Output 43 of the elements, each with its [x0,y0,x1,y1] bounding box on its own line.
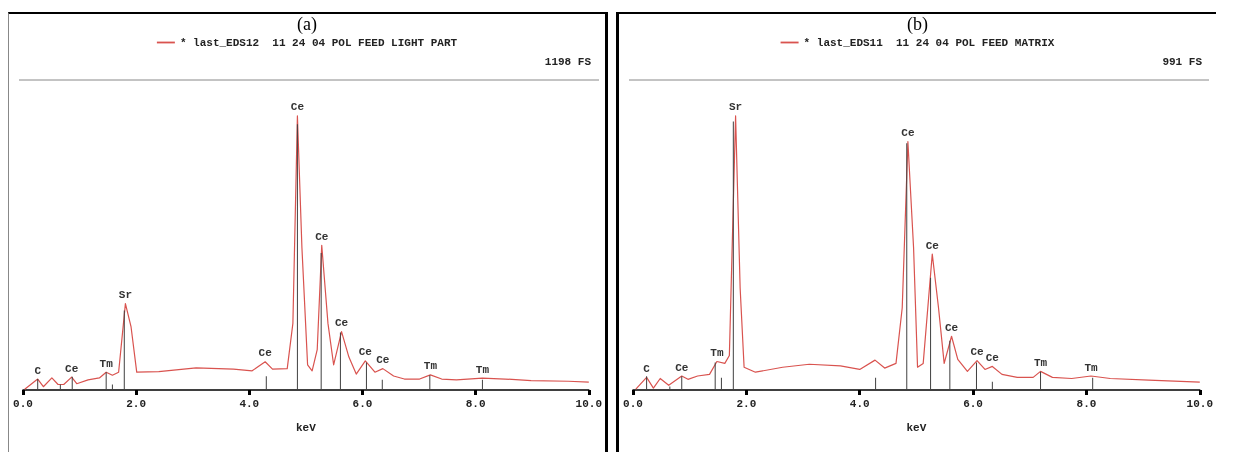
annotation: Ce [925,239,940,252]
x-tick-label: 4.0 [239,397,260,410]
annotation: Tm [423,360,438,373]
x-tick-label: 0.0 [623,397,643,410]
x-tick-label: 8.0 [1076,397,1097,410]
annotation: Ce [970,346,985,359]
annotation: Ce [315,230,329,243]
annotation: C [643,362,651,375]
text: 1198 FS [544,55,592,68]
x-tick-label: 6.0 [352,397,373,410]
annotation: Ce [944,321,959,334]
annotation: Sr [728,101,743,114]
annotation: Sr [118,289,133,302]
legend-label: * last_EDS11 11 24 04 POL FEED MATRIX [803,36,1055,49]
x-axis-title: keV [295,421,317,434]
annotation: Ce [65,362,79,375]
annotation: Tm [1084,361,1098,374]
x-tick-label: 8.0 [465,397,486,410]
x-tick-label: 10.0 [1186,397,1213,410]
x-tick-label: 6.0 [963,397,983,410]
annotation: Ce [290,101,305,114]
annotation: Ce [358,346,373,359]
annotation: Ce [675,361,689,374]
annotation: C [34,364,42,377]
annotation: Ce [258,347,273,360]
annotation: Ce [376,354,390,367]
x-tick-label: 4.0 [849,397,870,410]
annotation: Tm [475,363,490,376]
x-tick-label: 0.0 [13,397,33,410]
annotation: Tm [99,357,114,370]
annotation: Ce [334,317,349,330]
chart-title: (b) [907,14,928,35]
x-tick-label: 10.0 [575,397,602,410]
annotation: Ce [901,127,915,140]
x-axis-title: keV [906,421,927,434]
annotation: Tm [710,347,724,359]
annotation: Ce [985,351,1000,364]
x-tick-label: 2.0 [126,397,147,410]
annotation: Tm [1033,356,1048,369]
text: 991 FS [1162,55,1203,68]
chart-title: (a) [297,14,317,35]
x-tick-label: 2.0 [736,397,757,410]
legend-label: * last_EDS12 11 24 04 POL FEED LIGHT PART [179,36,458,49]
